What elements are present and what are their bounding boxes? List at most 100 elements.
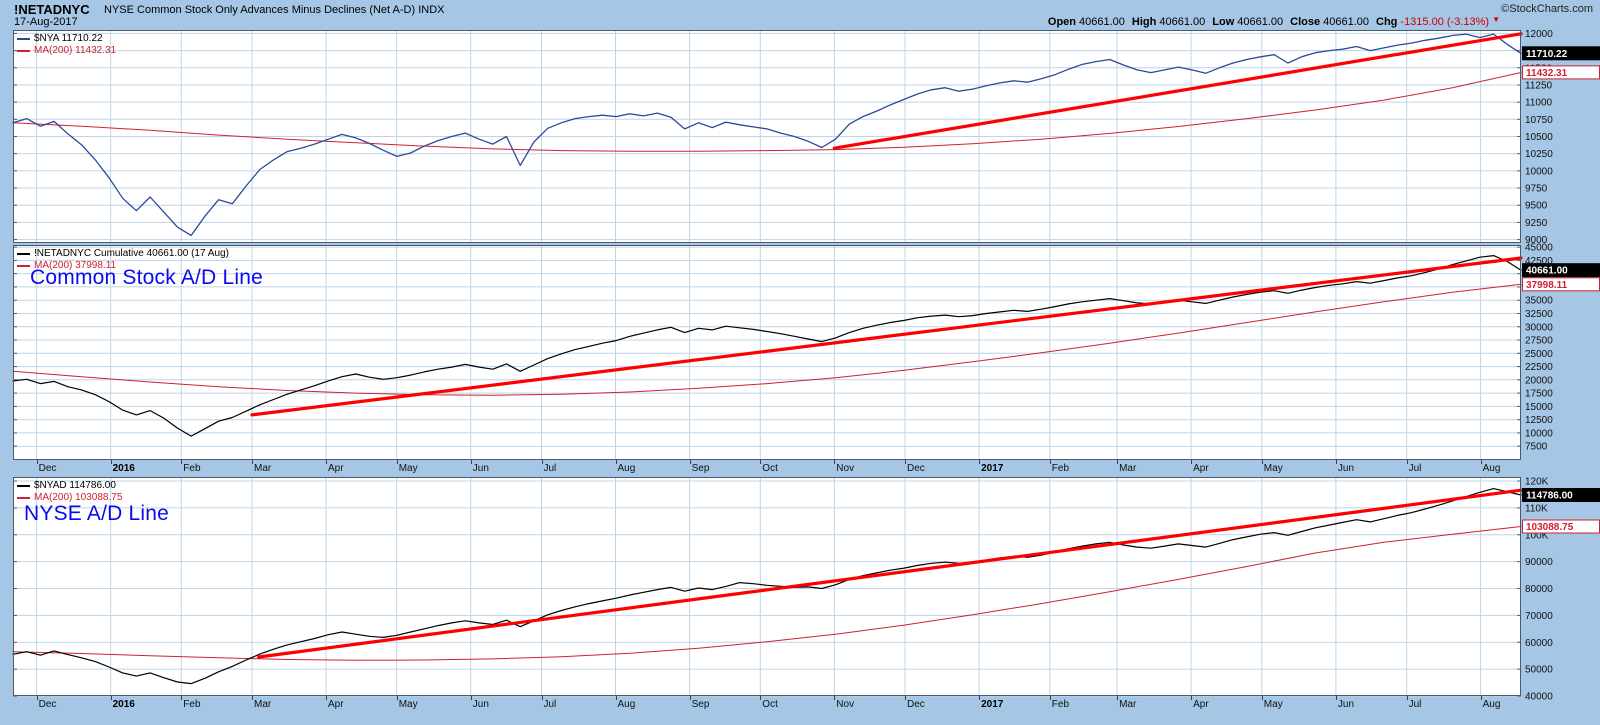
y-axis-label: 70000 xyxy=(1525,611,1553,622)
x-tick-mark xyxy=(36,460,38,464)
nyad-line-swatch-icon xyxy=(17,485,30,487)
ma-line-swatch-icon xyxy=(17,265,30,267)
x-axis-month-label: Aug xyxy=(1482,463,1501,474)
x-axis-month-label: Apr xyxy=(1193,463,1209,474)
y-axis-label: 11250 xyxy=(1525,80,1553,91)
netadnyc-line-swatch-icon xyxy=(17,253,30,255)
x-tick-mark xyxy=(979,696,981,700)
x-axis-month-label: Jul xyxy=(543,463,557,474)
y-axis-label: 30000 xyxy=(1525,322,1553,333)
plot-area xyxy=(13,477,1521,696)
x-axis-month-label: Mar xyxy=(1119,463,1137,474)
x-tick-mark xyxy=(326,696,327,700)
x-axis-month-label: Jun xyxy=(472,699,489,710)
x-tick-mark xyxy=(905,460,906,464)
high-label: High xyxy=(1131,16,1157,28)
x-axis-month-label: May xyxy=(1263,699,1283,710)
x-tick-mark xyxy=(905,696,906,700)
y-axis-label: 15000 xyxy=(1525,402,1553,413)
netadnyc-legend: !NETADNYC Cumulative 40661.00 (17 Aug) M… xyxy=(17,248,229,272)
x-tick-mark xyxy=(1049,696,1051,700)
x-axis-year-label: 2017 xyxy=(981,699,1004,710)
x-axis-month-label: Feb xyxy=(183,699,201,710)
x-tick-mark xyxy=(760,696,762,700)
y-axis-label: 10000 xyxy=(1525,166,1553,177)
series-trendline xyxy=(250,256,1523,417)
x-tick-mark xyxy=(615,696,617,700)
panel-border xyxy=(13,30,1521,243)
x-axis-year-label: 2016 xyxy=(112,463,135,474)
open-label: Open xyxy=(1047,16,1077,28)
high-value: 40661.00 xyxy=(1159,16,1206,28)
x-tick-mark xyxy=(181,696,183,700)
x-axis-month-label: Apr xyxy=(1193,699,1209,710)
nyad-legend: $NYAD 114786.00 MA(200) 103088.75 xyxy=(17,480,122,504)
nyad-panel: 120K 110K 100K 90000 80000 70000 60000 50000 400… xyxy=(12,477,1600,703)
nyse-ad-line-annotation: NYSE A/D Line xyxy=(24,502,170,525)
y-axis-label: 10000 xyxy=(1525,428,1553,439)
legend-series-ma200: MA(200) 11432.31 xyxy=(17,45,116,57)
x-tick-mark xyxy=(615,460,617,464)
x-tick-mark xyxy=(834,696,836,700)
x-tick-mark xyxy=(470,460,472,464)
symbol-title: !NETADNYC xyxy=(14,2,90,17)
x-axis-month-label: Aug xyxy=(1482,699,1501,710)
x-axis-month-label: May xyxy=(398,463,418,474)
x-tick-mark xyxy=(689,696,691,700)
x-axis-month-label: Jul xyxy=(543,699,557,710)
x-axis-month-label: Aug xyxy=(617,463,636,474)
legend-series-netadnyc: !NETADNYC Cumulative 40661.00 (17 Aug) xyxy=(17,248,229,260)
y-axis-label: 9500 xyxy=(1525,201,1548,212)
chg-value: -1315.00 (-3.13%) xyxy=(1400,16,1490,28)
y-axis-label: 80000 xyxy=(1525,584,1553,595)
series-price xyxy=(12,488,1522,685)
x-axis-month-label: Jun xyxy=(472,463,489,474)
x-axis-month-label: Sep xyxy=(691,699,710,710)
series-ma200 xyxy=(12,72,1522,152)
value-box-label: 11432.31 xyxy=(1526,68,1568,79)
y-axis-label: 50000 xyxy=(1525,665,1553,676)
y-axis-label: 11000 xyxy=(1525,98,1553,109)
x-axis-month-label: Jul xyxy=(1408,699,1422,710)
y-axis-label: 42500 xyxy=(1525,256,1553,267)
x-axis-month-label: Dec xyxy=(907,699,925,710)
x-tick-mark xyxy=(1406,460,1408,464)
x-tick-mark xyxy=(979,460,981,464)
common-stock-ad-line-annotation: Common Stock A/D Line xyxy=(30,266,263,289)
x-axis-month-label: Nov xyxy=(836,699,855,710)
series-ma200 xyxy=(12,526,1522,661)
open-value: 40661.00 xyxy=(1079,16,1125,28)
x-tick-mark xyxy=(110,696,112,700)
legend-label: $NYA 11710.22 xyxy=(34,33,103,44)
x-tick-mark xyxy=(181,460,183,464)
series-trendline xyxy=(257,488,1523,659)
x-tick-mark xyxy=(326,460,327,464)
x-axis-month-label: Apr xyxy=(328,699,344,710)
y-axis-label: 45000 xyxy=(1525,243,1553,254)
netadnyc-cumulative-panel: 4500042500400003750035000325003000027500… xyxy=(12,243,1600,460)
x-tick-mark xyxy=(252,460,253,464)
low-value: 40661.00 xyxy=(1237,16,1284,28)
y-axis-label: 60000 xyxy=(1525,638,1553,649)
x-tick-mark xyxy=(1335,696,1337,700)
x-tick-mark xyxy=(541,696,543,700)
x-tick-mark xyxy=(1117,460,1119,464)
ma-line-swatch-icon xyxy=(17,50,30,52)
panel-border xyxy=(13,245,1521,460)
symbol-description: NYSE Common Stock Only Advances Minus De… xyxy=(104,4,445,16)
x-axis-month-label: Apr xyxy=(328,463,344,474)
legend-label: MA(200) 11432.31 xyxy=(34,45,117,56)
x-tick-mark xyxy=(110,460,112,464)
y-axis-label: 27500 xyxy=(1525,336,1553,347)
chg-label: Chg xyxy=(1376,16,1398,28)
x-tick-mark xyxy=(1261,460,1263,464)
x-axis-month-label: Oct xyxy=(762,699,778,710)
legend-label: !NETADNYC Cumulative 40661.00 (17 Aug) xyxy=(34,248,229,259)
x-tick-mark xyxy=(1117,696,1119,700)
close-value: 40661.00 xyxy=(1323,16,1370,28)
series-price xyxy=(12,255,1522,437)
x-tick-mark xyxy=(1049,460,1051,464)
stockcharts-copyright-link[interactable]: ©StockCharts.com xyxy=(1501,3,1593,15)
nya-price-panel: 1200011750115001125011000107501050010250… xyxy=(12,29,1600,246)
x-axis-month-label: Sep xyxy=(691,463,710,474)
